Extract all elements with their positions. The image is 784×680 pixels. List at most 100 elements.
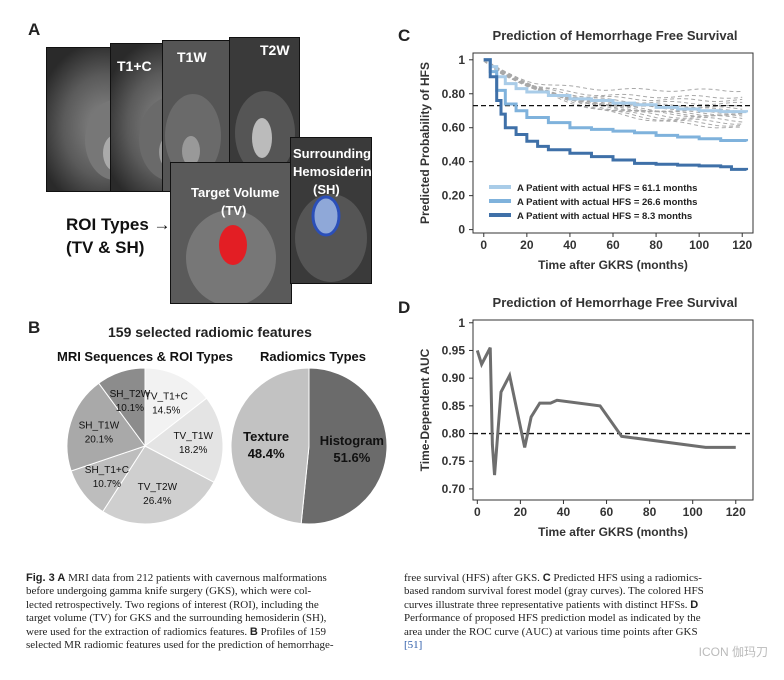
caption-fig-label: Fig. 3 [26, 572, 58, 584]
time-dependent-auc-chart: 0 20 40 60 80 100 120 0.70 0.75 0.80 0.85 0.90 0.95 1… [418, 316, 754, 539]
x-axis-label: Time after GKRS (months) [538, 258, 688, 272]
pie-slice-percent: 10.7% [93, 479, 121, 490]
background-curve [483, 58, 743, 117]
x-tick-label: 20 [520, 238, 534, 252]
caption-b-letter: B [249, 625, 258, 638]
y-tick-label: 0.80 [442, 87, 466, 101]
x-tick-label: 80 [649, 238, 663, 252]
caption-line: [51] [404, 639, 423, 652]
caption-a-letter: A [57, 572, 66, 584]
pie-slice-histogram [300, 367, 388, 525]
mri-image-target-volume: Target Volume (TV) [170, 162, 292, 304]
background-curve [483, 58, 743, 116]
series-line-1 [475, 347, 736, 476]
caption-line: were used for the extraction of radiomic… [26, 626, 378, 639]
pie-slice-percent: 18.2% [179, 445, 207, 456]
target-volume-roi [219, 225, 247, 265]
x-tick-label: 120 [726, 505, 746, 519]
surround-label-3: (SH) [313, 182, 340, 197]
y-tick-label: 0.70 [442, 482, 466, 496]
caption-text: free survival (HFS) after GKS. [404, 572, 543, 584]
panel-d-letter: D [398, 298, 411, 317]
caption-line: area under the ROC curve (AUC) at variou… [404, 625, 698, 638]
chart-d-title: Prediction of Hemorrhage Free Survival [492, 295, 738, 310]
pie-slice-name: TV_T1W [173, 431, 213, 442]
pie-slice-name: SH_T1+C [85, 465, 129, 476]
y-tick-label: 0 [458, 223, 465, 237]
legend-label: A Patient with actual HFS = 8.3 months [517, 211, 692, 222]
caption-line: based random survival forest model (gray… [404, 585, 704, 598]
caption-text: Predicted HFS using a radiomics- [550, 572, 702, 584]
background-curve [483, 58, 743, 125]
legend-label: A Patient with actual HFS = 26.6 months [517, 197, 697, 208]
x-tick-label: 40 [563, 238, 577, 252]
series-line-1 [483, 58, 749, 114]
caption-line: free survival (HFS) after GKS. C Predict… [404, 572, 760, 585]
y-tick-label: 0.75 [442, 454, 466, 468]
background-curve [483, 60, 743, 119]
target-volume-label-1: Target Volume [191, 185, 280, 200]
caption-text: curves illustrate three representative p… [404, 598, 691, 611]
pie-slice-tv-t2w [102, 445, 215, 525]
background-curve [483, 58, 743, 129]
pie-slice-percent: 51.6% [333, 450, 370, 465]
pie-slice-percent: 14.5% [152, 406, 180, 417]
pie-slice-name: Histogram [320, 433, 384, 448]
y-tick-label: 0.60 [442, 121, 466, 135]
caption-text: Profiles of 159 [257, 625, 326, 638]
x-tick-label: 40 [557, 505, 571, 519]
caption-line: before undergoing gamma knife surgery (G… [26, 585, 312, 598]
y-tick-label: 0.40 [442, 155, 466, 169]
caption-c-letter: C [542, 572, 551, 584]
pie-slice-percent: 26.4% [143, 496, 171, 507]
y-tick-label: 0.95 [442, 343, 466, 357]
pie-slice-sh-t2w [98, 367, 146, 448]
y-tick-label: 0.85 [442, 399, 466, 413]
pie-slice-percent: 20.1% [85, 434, 113, 445]
panel-c-letter: C [398, 26, 411, 45]
target-volume-label-2: (TV) [221, 203, 247, 218]
pie2-title: Radiomics Types [260, 349, 366, 364]
mri-label-t1w: T1W [177, 49, 207, 65]
caption-line: Performance of proposed HFS prediction m… [404, 612, 701, 625]
pie-chart-radiomics-types: Histogram 51.6% Texture 48.4% [230, 367, 388, 525]
background-curve [483, 58, 743, 99]
pie-chart-mri-sequences: TV_T1+C 14.5% TV_T1W 18.2% TV_T2W 26.4% SH_T1+… [66, 367, 224, 525]
panel-b-title: 159 selected radiomic features [108, 324, 312, 340]
pie-slice-sh-t1w [66, 382, 146, 472]
y-axis-label: Predicted Probability of HFS [418, 62, 432, 224]
mri-label-t2w: T2W [260, 42, 290, 58]
roi-types-text-1: ROI Types → [66, 215, 171, 234]
series-line-3 [483, 58, 749, 171]
mri-label-t1c: T1+C [117, 58, 152, 74]
pie-slice-texture [230, 367, 310, 525]
pie-slice-name: Texture [243, 429, 289, 444]
plot-area-frame [472, 319, 754, 501]
pie-slice-name: SH_T1W [79, 420, 120, 431]
surrounding-hemosiderin-roi [311, 195, 341, 237]
pie-slice-name: TV_T2W [138, 482, 178, 493]
series-line-2 [483, 58, 749, 142]
x-tick-label: 80 [643, 505, 657, 519]
watermark: ICON 伽玛刀 [698, 645, 768, 659]
pie-slice-tv-t1-c [144, 367, 208, 448]
caption-line: curves illustrate three representative p… [404, 599, 760, 612]
pie-slice-percent: 48.4% [248, 446, 285, 461]
hfs-probability-chart: 0 20 40 60 80 100 120 0 0.20 0.40 0.60 0.80 1 Time af… [418, 52, 754, 272]
caption-column-1: Fig. 3 A MRI data from 212 patients with… [26, 572, 378, 652]
roi-types-text-2: (TV & SH) [66, 238, 145, 257]
y-tick-label: 0.20 [442, 189, 466, 203]
panel-b-letter: B [28, 318, 41, 337]
background-curve [483, 58, 743, 127]
legend-label: A Patient with actual HFS = 61.1 months [517, 183, 697, 194]
x-tick-label: 100 [683, 505, 703, 519]
background-curve [483, 59, 743, 93]
caption-line: Fig. 3 A MRI data from 212 patients with… [26, 572, 378, 585]
y-tick-label: 0.90 [442, 371, 466, 385]
caption-line: selected MR radiomic features used for t… [26, 639, 334, 652]
surround-label-2: Hemosiderin [293, 164, 372, 179]
pie-slice-name: SH_T2W [110, 389, 151, 400]
y-axis-label: Time-Dependent AUC [418, 348, 432, 471]
caption-text: were used for the extraction of radiomic… [26, 625, 250, 638]
x-tick-label: 60 [606, 238, 620, 252]
